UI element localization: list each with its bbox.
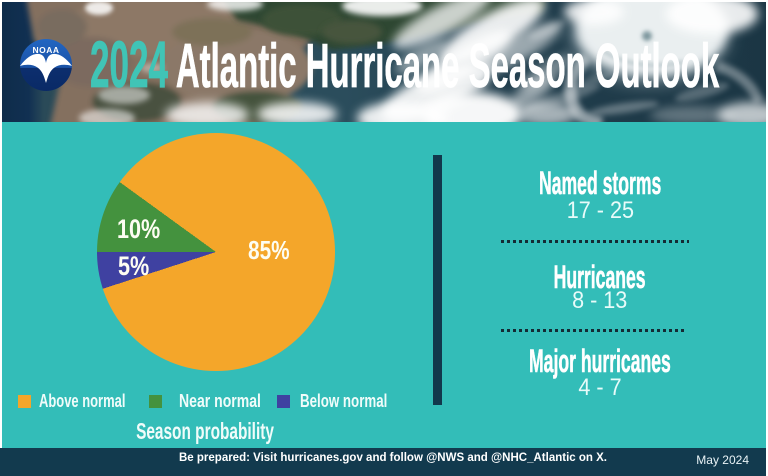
svg-text:NOAA: NOAA — [32, 45, 59, 55]
